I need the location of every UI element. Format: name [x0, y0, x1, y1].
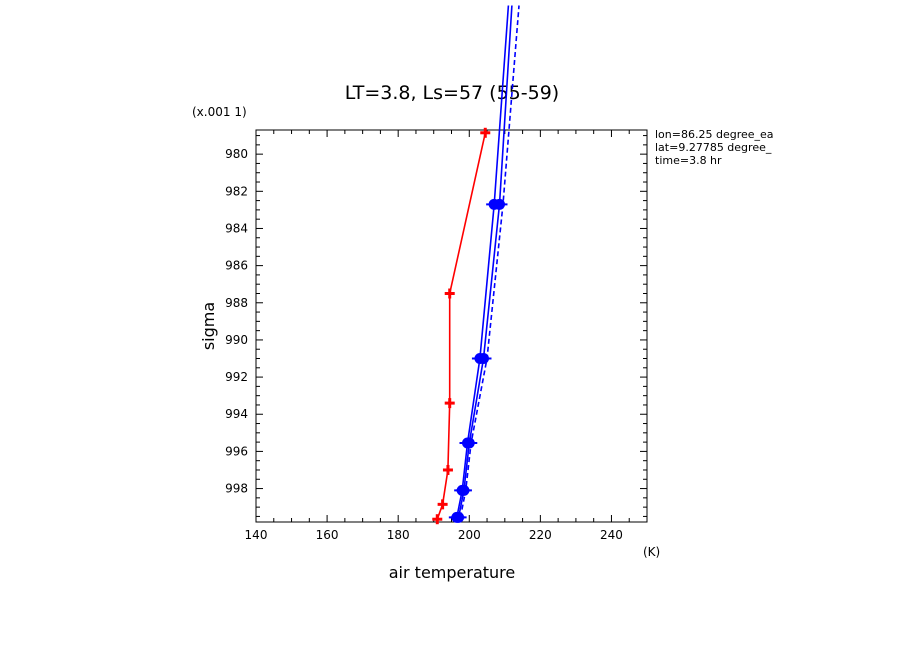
x-tick-label: 160: [316, 528, 339, 542]
x-tick-label: 140: [245, 528, 268, 542]
y-tick-label: 994: [225, 407, 248, 421]
x-tick-label: 220: [529, 528, 552, 542]
annotation-lat: lat=9.27785 degree_: [655, 141, 772, 154]
series-0: [432, 127, 491, 525]
y-tick-label: 988: [225, 296, 248, 310]
x-tick-label: 180: [387, 528, 410, 542]
x-tick-label: 240: [600, 528, 623, 542]
x-units-label: (K): [643, 545, 660, 559]
series-2: [450, 5, 513, 523]
y-tick-label: 980: [225, 147, 248, 161]
series-line: [436, 132, 487, 520]
plot-frame: [255, 129, 648, 523]
y-tick-label: 990: [225, 333, 248, 347]
annotation-lon: lon=86.25 degree_ea: [655, 128, 774, 141]
x-tick-label: 200: [458, 528, 481, 542]
y-tick-label: 992: [225, 370, 248, 384]
chart-title: LT=3.8, Ls=57 (55-59): [345, 82, 559, 104]
y-tick-label: 998: [225, 482, 248, 496]
x-axis-label: air temperature: [389, 563, 515, 582]
annotation-time: time=3.8 hr: [655, 154, 722, 167]
y-tick-label: 984: [225, 221, 248, 235]
y-tick-label: 996: [225, 444, 248, 458]
y-tick-label: 982: [225, 184, 248, 198]
y-scale-note: (x.001 1): [192, 105, 247, 119]
y-tick-label: 986: [225, 259, 248, 273]
y-axis-label: sigma: [199, 302, 218, 350]
